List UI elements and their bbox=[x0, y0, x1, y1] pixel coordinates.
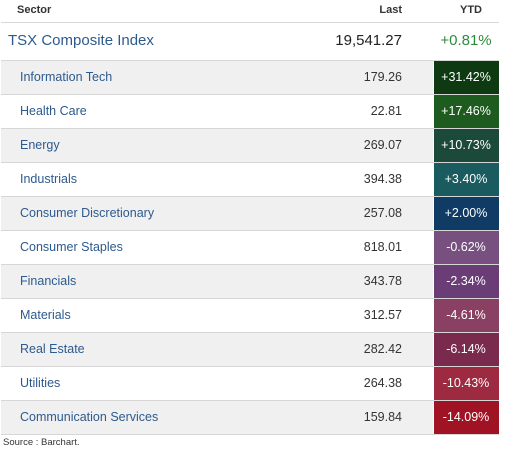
ytd-color-cell bbox=[433, 163, 499, 196]
sector-name: Consumer Discretionary bbox=[20, 206, 155, 220]
ytd-color-cell bbox=[433, 367, 499, 400]
ytd-color-cell bbox=[433, 129, 499, 162]
sector-last: 282.42 bbox=[363, 342, 402, 356]
sector-last: 257.08 bbox=[363, 206, 402, 220]
ytd-color-cell bbox=[433, 95, 499, 128]
index-last: 19,541.27 bbox=[335, 32, 402, 49]
ytd-color-cell bbox=[433, 61, 499, 94]
sector-name: Energy bbox=[20, 138, 60, 152]
ytd-color-cell bbox=[433, 333, 499, 366]
sector-last: 818.01 bbox=[363, 240, 402, 254]
ytd-color-cell bbox=[433, 299, 499, 332]
sector-last: 269.07 bbox=[363, 138, 402, 152]
sector-name: Utilities bbox=[20, 376, 61, 390]
ytd-color-cell bbox=[433, 231, 499, 264]
sector-name: Materials bbox=[20, 308, 71, 322]
sector-ytd: -6.14% bbox=[446, 342, 486, 356]
sector-ytd: +17.46% bbox=[441, 104, 491, 118]
index-row[interactable]: TSX Composite Index 19,541.27 +0.81% bbox=[1, 23, 499, 61]
index-name: TSX Composite Index bbox=[8, 32, 154, 49]
source-note: Source : Barchart. bbox=[3, 437, 80, 448]
sector-ytd: +2.00% bbox=[444, 206, 488, 220]
ytd-color-cell bbox=[433, 197, 499, 230]
table-row[interactable]: Energy 269.07 +10.73% bbox=[1, 129, 499, 163]
sector-name: Health Care bbox=[20, 104, 87, 118]
table-row[interactable]: Financials 343.78 -2.34% bbox=[1, 265, 499, 299]
sector-name: Communication Services bbox=[20, 410, 159, 424]
sector-last: 343.78 bbox=[363, 274, 402, 288]
sector-ytd: +3.40% bbox=[444, 172, 488, 186]
sector-last: 159.84 bbox=[363, 410, 402, 424]
sector-rows: Information Tech 179.26 +31.42% Health C… bbox=[1, 61, 499, 435]
sector-name: Financials bbox=[20, 274, 77, 288]
sector-last: 312.57 bbox=[363, 308, 402, 322]
sector-name: Real Estate bbox=[20, 342, 85, 356]
sector-ytd: -2.34% bbox=[446, 274, 486, 288]
table-header: Sector Last YTD bbox=[1, 0, 499, 23]
sector-name: Information Tech bbox=[20, 70, 113, 84]
column-header-ytd: YTD bbox=[460, 4, 482, 16]
sector-name: Industrials bbox=[20, 172, 77, 186]
sector-ytd: -10.43% bbox=[442, 376, 490, 390]
sector-last: 179.26 bbox=[363, 70, 402, 84]
sector-ytd: +10.73% bbox=[441, 138, 491, 152]
table-row[interactable]: Real Estate 282.42 -6.14% bbox=[1, 333, 499, 367]
index-ytd: +0.81% bbox=[440, 32, 492, 49]
sector-name: Consumer Staples bbox=[20, 240, 123, 254]
sector-performance-table: Sector Last YTD TSX Composite Index 19,5… bbox=[1, 0, 499, 435]
table-row[interactable]: Information Tech 179.26 +31.42% bbox=[1, 61, 499, 95]
sector-last: 22.81 bbox=[370, 104, 402, 118]
table-row[interactable]: Industrials 394.38 +3.40% bbox=[1, 163, 499, 197]
table-row[interactable]: Consumer Staples 818.01 -0.62% bbox=[1, 231, 499, 265]
table-row[interactable]: Health Care 22.81 +17.46% bbox=[1, 95, 499, 129]
column-header-last: Last bbox=[379, 4, 402, 16]
table-row[interactable]: Utilities 264.38 -10.43% bbox=[1, 367, 499, 401]
column-header-sector: Sector bbox=[17, 4, 52, 16]
ytd-color-cell bbox=[433, 265, 499, 298]
ytd-color-cell bbox=[433, 401, 499, 434]
sector-ytd: +31.42% bbox=[441, 70, 491, 84]
sector-ytd: -0.62% bbox=[446, 240, 486, 254]
table-row[interactable]: Materials 312.57 -4.61% bbox=[1, 299, 499, 333]
sector-ytd: -4.61% bbox=[446, 308, 486, 322]
sector-last: 264.38 bbox=[363, 376, 402, 390]
sector-ytd: -14.09% bbox=[442, 410, 490, 424]
table-row[interactable]: Communication Services 159.84 -14.09% bbox=[1, 401, 499, 435]
sector-last: 394.38 bbox=[363, 172, 402, 186]
table-row[interactable]: Consumer Discretionary 257.08 +2.00% bbox=[1, 197, 499, 231]
